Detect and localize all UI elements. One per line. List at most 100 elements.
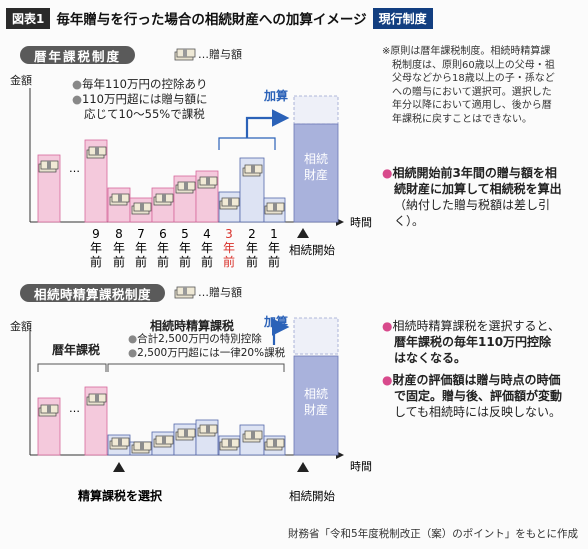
start-marker-2 <box>297 462 309 472</box>
year-char: 前 <box>113 254 125 269</box>
section1-bullets: ●毎年110万円の控除あり ●110万円超には贈与額に 応じて10～55%で課税 <box>72 77 208 121</box>
year-char: 年 <box>113 241 125 255</box>
bracket-reki <box>37 363 107 372</box>
section1-bars: … <box>37 139 286 223</box>
money-bundle-icon <box>174 286 196 299</box>
bullet-2: 2,500万円超には一律20%課税 <box>137 347 286 359</box>
estate-box-2 <box>293 355 339 456</box>
year-char: 年 <box>246 241 258 255</box>
add-arrow-2 <box>271 318 290 345</box>
page-title: 毎年贈与を行った場合の相続財産への加算イメージ <box>56 12 367 28</box>
select-label: 精算課税を選択 <box>78 488 163 503</box>
start-label-1: 相続開始 <box>289 243 335 257</box>
year-labels: 9 年 前 8 年 前 7 年 前 6 年 前 5 年 前 4 年 前 3 年 … <box>90 227 280 269</box>
section1-pill: 暦年課税制度 <box>20 46 136 64</box>
select-marker <box>113 462 125 472</box>
year-num: 6 <box>159 227 167 241</box>
status-badge: 現行制度 <box>372 7 433 29</box>
section1-note: ※原則は暦年課税制度。相続時精算課 税制度は、原則60歳以上の父母・祖 父母など… <box>382 45 582 126</box>
year-num: 9 <box>92 227 100 241</box>
legend-label: …贈与額 <box>198 48 242 61</box>
note-line: 税制度は、原則60歳以上の父母・祖 <box>392 59 555 71</box>
bullet-3: 応じて10～55%で課税 <box>84 107 205 121</box>
side-line: 暦年課税の毎年110万円控除 <box>394 335 552 349</box>
section2-bars: … <box>37 386 286 456</box>
y-axis-label-1: 金額 <box>10 74 32 87</box>
source-footnote: 財務省「令和5年度税制改正（案）のポイント」をもとに作成 <box>288 528 578 540</box>
estate-text: 財産 <box>304 167 328 182</box>
bullet-1: 毎年110万円の控除あり <box>82 77 208 91</box>
year-num: 7 <box>137 227 145 241</box>
side-line: 相続開始前3年間の贈与額を相 <box>392 166 557 180</box>
year-char: 前 <box>157 254 169 269</box>
bracket-1 <box>218 137 276 150</box>
estate-text: 相続 <box>304 387 328 401</box>
side-line: （納付した贈与税額は差し引 <box>394 198 551 212</box>
year-char-highlight: 年 <box>223 241 235 255</box>
bullet-2: 110万円超には贈与額に <box>82 92 208 106</box>
side-line: で固定。贈与後、評価額が変動 <box>394 389 563 403</box>
year-num: 1 <box>270 227 278 241</box>
year-char: 前 <box>135 254 147 269</box>
reki-label: 暦年課税 <box>52 343 101 357</box>
year-char: 前 <box>201 254 213 269</box>
year-char: 年 <box>135 241 147 255</box>
add-arrow-1 <box>245 109 290 138</box>
side-line: く）。 <box>394 214 425 228</box>
estate-box-1 <box>293 123 339 223</box>
year-char: 年 <box>179 241 191 255</box>
year-char: 年 <box>90 241 102 255</box>
year-char: 前 <box>268 254 280 269</box>
year-char: 年 <box>157 241 169 255</box>
bullet-1: 合計2,500万円の特別控除 <box>137 333 262 345</box>
legend-label: …贈与額 <box>198 286 242 299</box>
figure-label: 図表1 <box>6 7 51 29</box>
estate-text: 財産 <box>304 402 328 417</box>
note-line: 父母などから18歳以上の子・孫など <box>392 73 555 84</box>
section1-side-bullet: ●相続開始前3年間の贈与額を相 続財産に加算して相続税を算出 （納付した贈与税額… <box>382 165 582 229</box>
year-num: 8 <box>115 227 123 241</box>
year-num: 2 <box>248 227 256 241</box>
year-num: 4 <box>203 227 211 241</box>
estate-add-area-2 <box>293 317 339 355</box>
year-num: 5 <box>181 227 189 241</box>
year-num-highlight: 3 <box>225 227 233 241</box>
side-line: はなくなる。 <box>394 351 467 365</box>
estate-text: 相続 <box>304 152 328 166</box>
year-char: 年 <box>268 241 280 255</box>
figure-title-row: 図表1 毎年贈与を行った場合の相続財産への加算イメージ 現行制度 <box>6 6 433 30</box>
side-line: しても相続時には反映しない。 <box>394 405 562 419</box>
section2-pill: 相続時精算課税制度 <box>20 284 166 302</box>
year-char: 前 <box>90 254 102 269</box>
start-marker-1 <box>297 228 309 238</box>
note-line: ※原則は暦年課税制度。相続時精算課 <box>382 46 551 57</box>
year-char: 前 <box>246 254 258 269</box>
note-line: 年課税に戻すことはできない。 <box>392 113 532 125</box>
y-axis-label-2: 金額 <box>10 320 32 333</box>
time-label-2: 時間 <box>350 460 372 473</box>
section2-bullets: ●合計2,500万円の特別控除 ●2,500万円超には一律20%課税 <box>128 333 286 359</box>
bar-9-years <box>84 139 108 223</box>
estate-add-area-1 <box>293 95 339 125</box>
side-line: 続財産に加算して相続税を算出 <box>394 182 562 196</box>
section2-side-bullet-2: ●財産の評価額は贈与時点の時価 で固定。贈与後、評価額が変動 しても相続時には反… <box>382 372 582 420</box>
year-char-highlight: 前 <box>223 254 235 269</box>
note-line: への贈与において選択可。選択した <box>392 86 552 98</box>
section2-legend: …贈与額 <box>174 284 242 300</box>
money-bundle-icon <box>174 48 196 61</box>
year-char: 年 <box>201 241 213 255</box>
add-label-1: 加算 <box>263 88 288 103</box>
start-label-2: 相続開始 <box>289 489 335 503</box>
time-label-1: 時間 <box>350 216 372 229</box>
section2-side-bullet-1: ●相続時精算課税を選択すると、 暦年課税の毎年110万円控除 はなくなる。 <box>382 319 561 365</box>
ellipsis: … <box>69 162 80 175</box>
add-label-2: 加算 <box>263 314 288 329</box>
bracket-seisan <box>107 363 285 372</box>
seisan-label: 相続時精算課税 <box>150 319 235 333</box>
note-line: 年分以降において適用し、後から暦 <box>392 100 552 111</box>
ellipsis: … <box>69 402 80 415</box>
year-char: 前 <box>179 254 191 269</box>
side-line: 財産の評価額は贈与時点の時価 <box>392 373 561 387</box>
section1-legend: …贈与額 <box>174 46 242 62</box>
